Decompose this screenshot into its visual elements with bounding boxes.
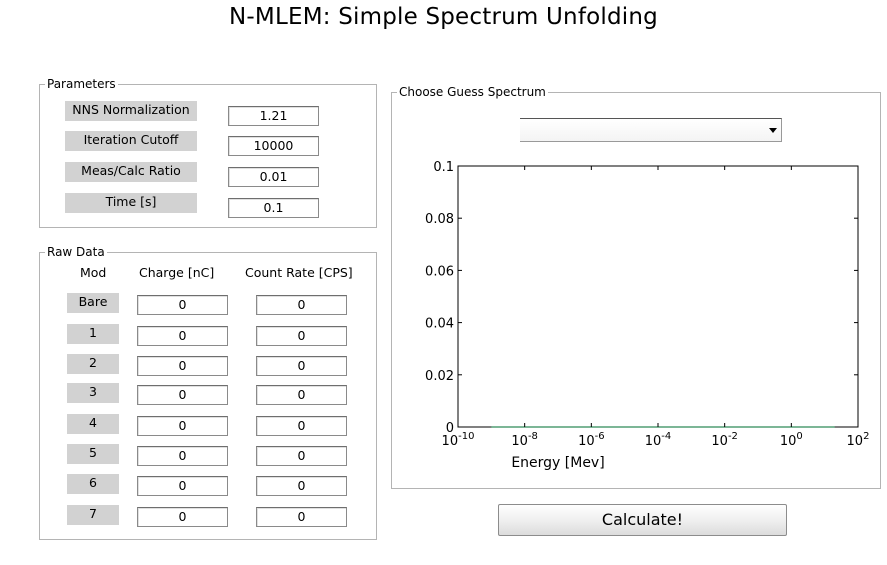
count-rate-input[interactable]: 0: [256, 476, 347, 496]
y-tick-label: 0.06: [425, 264, 454, 279]
x-tick-exponent: -4: [661, 431, 671, 442]
parameters-panel-title: Parameters: [45, 77, 118, 91]
x-tick-exponent: -8: [528, 431, 538, 442]
count-rate-input[interactable]: 0: [256, 507, 347, 527]
charge-input[interactable]: 0: [137, 446, 228, 466]
count-rate-input[interactable]: 0: [256, 416, 347, 436]
x-axis-label: Energy [Mev]: [511, 455, 604, 471]
window-title: N-MLEM: Simple Spectrum Unfolding: [229, 4, 658, 30]
mod-label: 5: [67, 444, 119, 464]
mod-label: 4: [67, 414, 119, 434]
y-tick-label: 0.1: [433, 160, 454, 175]
charge-input[interactable]: 0: [137, 295, 228, 315]
mod-label: 3: [67, 383, 119, 403]
x-tick-label: 10-6: [578, 431, 605, 449]
parameters-panel: Parameters: [39, 77, 377, 228]
x-tick-exponent: -10: [458, 431, 474, 442]
x-tick-exponent: 2: [863, 431, 869, 442]
plot-area: [457, 165, 859, 428]
raw-data-panel: Raw Data: [39, 245, 377, 540]
charge-input[interactable]: 0: [137, 326, 228, 346]
charge-input[interactable]: 0: [137, 356, 228, 376]
x-tick-exponent: -2: [728, 431, 738, 442]
charge-input[interactable]: 0: [137, 507, 228, 527]
x-tick-label: 10-10: [442, 431, 475, 449]
count-rate-input[interactable]: 0: [256, 385, 347, 405]
parameter-label: Time [s]: [65, 193, 197, 213]
x-tick-base: 10: [645, 434, 662, 449]
y-tick-label: 0: [446, 421, 454, 436]
mod-label: 2: [67, 354, 119, 374]
y-tick-label: 0.08: [425, 212, 454, 227]
charge-input[interactable]: 0: [137, 476, 228, 496]
count-rate-column-header: Count Rate [CPS]: [245, 265, 353, 280]
x-tick-label: 10-4: [645, 431, 672, 449]
x-tick-label: 10-2: [711, 431, 738, 449]
guess-spectrum-dropdown[interactable]: [520, 118, 782, 142]
x-tick-base: 10: [578, 434, 595, 449]
count-rate-input[interactable]: 0: [256, 326, 347, 346]
y-tick-label: 0.02: [425, 369, 454, 384]
parameter-label: Iteration Cutoff: [65, 131, 197, 151]
x-tick-exponent: -6: [595, 431, 605, 442]
x-tick-base: 10: [711, 434, 728, 449]
mod-label: Bare: [67, 293, 119, 313]
raw-data-panel-title: Raw Data: [45, 245, 107, 259]
parameter-input[interactable]: 10000: [228, 136, 319, 156]
parameter-label: NNS Normalization: [65, 101, 197, 121]
x-tick-base: 10: [847, 434, 864, 449]
x-tick-exponent: 0: [796, 431, 802, 442]
mod-column-header: Mod: [80, 265, 107, 280]
mod-label: 7: [67, 505, 119, 525]
mod-label: 1: [67, 324, 119, 344]
charge-input[interactable]: 0: [137, 416, 228, 436]
calculate-button[interactable]: Calculate!: [498, 504, 787, 536]
parameter-input[interactable]: 0.01: [228, 167, 319, 187]
y-tick-label: 0.04: [425, 317, 454, 332]
count-rate-input[interactable]: 0: [256, 356, 347, 376]
parameter-label: Meas/Calc Ratio: [65, 162, 197, 182]
x-tick-label: 100: [780, 431, 803, 449]
charge-input[interactable]: 0: [137, 385, 228, 405]
chevron-down-icon: [769, 128, 777, 133]
x-tick-base: 10: [780, 434, 797, 449]
guess-spectrum-panel-title: Choose Guess Spectrum: [397, 85, 548, 99]
mod-label: 6: [67, 474, 119, 494]
count-rate-input[interactable]: 0: [256, 295, 347, 315]
x-tick-base: 10: [442, 434, 459, 449]
x-tick-label: 10-8: [511, 431, 538, 449]
parameter-input[interactable]: 0.1: [228, 198, 319, 218]
x-tick-label: 102: [847, 431, 870, 449]
x-tick-base: 10: [511, 434, 528, 449]
parameter-input[interactable]: 1.21: [228, 106, 319, 126]
guess-spectrum-panel: Choose Guess Spectrum: [391, 85, 881, 489]
charge-column-header: Charge [nC]: [139, 265, 215, 280]
count-rate-input[interactable]: 0: [256, 446, 347, 466]
